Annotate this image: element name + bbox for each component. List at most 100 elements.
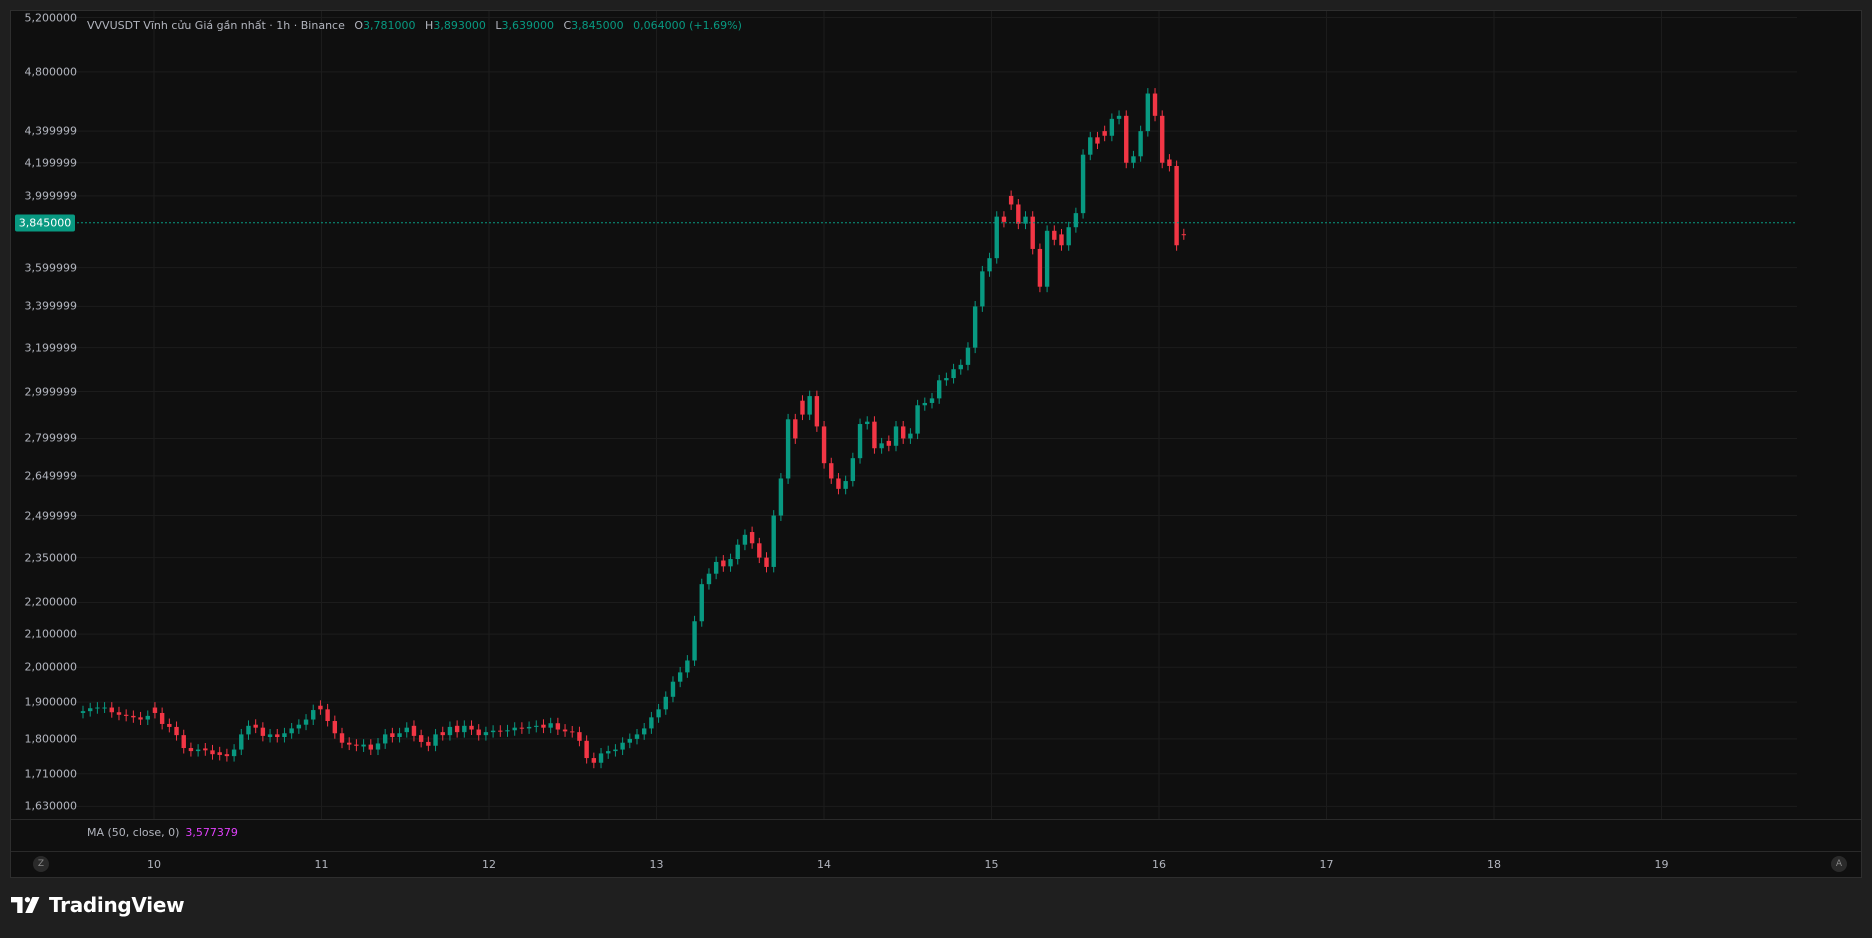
candle-body bbox=[541, 724, 546, 728]
candle-body bbox=[965, 347, 971, 365]
candle-body bbox=[814, 396, 820, 427]
candle-body bbox=[267, 734, 273, 738]
candle-body bbox=[469, 725, 474, 730]
candle-body bbox=[1152, 93, 1158, 116]
candle bbox=[231, 744, 237, 762]
candle bbox=[239, 728, 244, 756]
candle bbox=[735, 539, 740, 565]
candle bbox=[1116, 110, 1122, 125]
candle-body bbox=[167, 723, 172, 727]
price-axis-label: 3,199999 bbox=[24, 341, 78, 355]
chart-plot-area[interactable] bbox=[11, 11, 1861, 819]
candle-body bbox=[606, 751, 611, 754]
candle-body bbox=[1080, 154, 1086, 214]
ma-indicator-legend[interactable]: MA (50, close, 0) 3,577379 bbox=[87, 826, 238, 839]
candle bbox=[404, 722, 409, 738]
candle-body bbox=[131, 715, 136, 718]
candle-body bbox=[857, 424, 863, 459]
candle bbox=[922, 397, 927, 411]
time-axis[interactable]: Z A 10 11 12 13 14 15 16 17 18 19 bbox=[11, 852, 1861, 878]
candle-body bbox=[699, 584, 704, 622]
candle-body bbox=[915, 405, 920, 434]
candle-body bbox=[872, 421, 877, 449]
candle bbox=[591, 752, 597, 769]
chart-frame[interactable]: 3,845000 VVVUSDT Vĩnh cửu Giá gần nhất ·… bbox=[10, 10, 1862, 878]
candle-body bbox=[685, 660, 690, 673]
candle bbox=[1124, 110, 1129, 169]
candle-body bbox=[498, 730, 503, 732]
candle bbox=[1152, 88, 1158, 122]
candle-body bbox=[368, 744, 373, 750]
candle bbox=[1037, 243, 1043, 293]
candle-body bbox=[749, 532, 755, 544]
candle bbox=[174, 721, 179, 741]
candle-body bbox=[411, 725, 417, 736]
candle-body bbox=[418, 735, 424, 742]
candle bbox=[1044, 225, 1050, 293]
candle-body bbox=[188, 748, 194, 752]
candle bbox=[246, 720, 251, 740]
candle bbox=[634, 728, 640, 745]
candle-body bbox=[677, 672, 683, 682]
timezone-button[interactable]: Z bbox=[33, 856, 49, 872]
candle-body bbox=[440, 732, 445, 736]
candle bbox=[526, 721, 532, 734]
candle-body bbox=[361, 744, 366, 747]
candle bbox=[699, 578, 704, 627]
candle-body bbox=[584, 740, 589, 759]
candle bbox=[829, 457, 834, 484]
candle bbox=[1080, 149, 1086, 219]
candle-body bbox=[1073, 213, 1079, 228]
candle-body bbox=[1008, 195, 1014, 205]
candle-body bbox=[641, 728, 647, 735]
candle bbox=[821, 421, 827, 469]
candle-body bbox=[1131, 156, 1136, 163]
candle-body bbox=[922, 402, 927, 406]
candle-body bbox=[462, 725, 467, 733]
candle bbox=[397, 727, 402, 743]
candle bbox=[188, 742, 194, 757]
symbol-title[interactable]: VVVUSDT Vĩnh cửu Giá gần nhất · 1h · Bin… bbox=[87, 19, 345, 32]
candles-layer bbox=[80, 88, 1187, 769]
candle bbox=[80, 705, 86, 719]
candle bbox=[1023, 211, 1028, 230]
candle bbox=[361, 739, 366, 752]
candle-body bbox=[253, 724, 258, 728]
candle bbox=[418, 729, 424, 748]
candle-body bbox=[260, 727, 266, 736]
candle bbox=[159, 707, 165, 730]
candle bbox=[1181, 228, 1187, 240]
price-axis-label: 3,999999 bbox=[24, 189, 78, 203]
candle-body bbox=[807, 396, 812, 415]
auto-scale-button[interactable]: A bbox=[1831, 856, 1847, 872]
ma-value: 3,577379 bbox=[185, 826, 238, 839]
candle bbox=[721, 555, 726, 572]
candle bbox=[670, 676, 676, 703]
candle-body bbox=[793, 419, 798, 439]
candle bbox=[275, 728, 280, 743]
candle bbox=[836, 473, 841, 495]
candle bbox=[893, 421, 899, 452]
candle bbox=[908, 428, 913, 444]
candle bbox=[440, 726, 445, 741]
price-axis-label: 2,200000 bbox=[24, 595, 78, 609]
candle bbox=[764, 552, 769, 573]
candle bbox=[1001, 211, 1007, 228]
candle-body bbox=[145, 715, 150, 720]
candle bbox=[1102, 125, 1107, 142]
price-axis-label: 2,799999 bbox=[24, 431, 78, 445]
candle-body bbox=[397, 733, 402, 738]
close-value: 3,845000 bbox=[571, 19, 624, 32]
candle bbox=[915, 399, 920, 440]
candle-body bbox=[836, 478, 841, 489]
open-key: O bbox=[354, 19, 364, 32]
candle-body bbox=[1001, 216, 1007, 222]
candle-body bbox=[706, 573, 712, 585]
candle-body bbox=[246, 725, 251, 735]
brand[interactable]: TradingView bbox=[11, 893, 185, 917]
candle-body bbox=[663, 696, 668, 710]
candle-body bbox=[152, 707, 158, 713]
price-axis-label: 2,100000 bbox=[24, 627, 78, 641]
candle bbox=[577, 726, 582, 747]
candle-body bbox=[1059, 234, 1064, 246]
